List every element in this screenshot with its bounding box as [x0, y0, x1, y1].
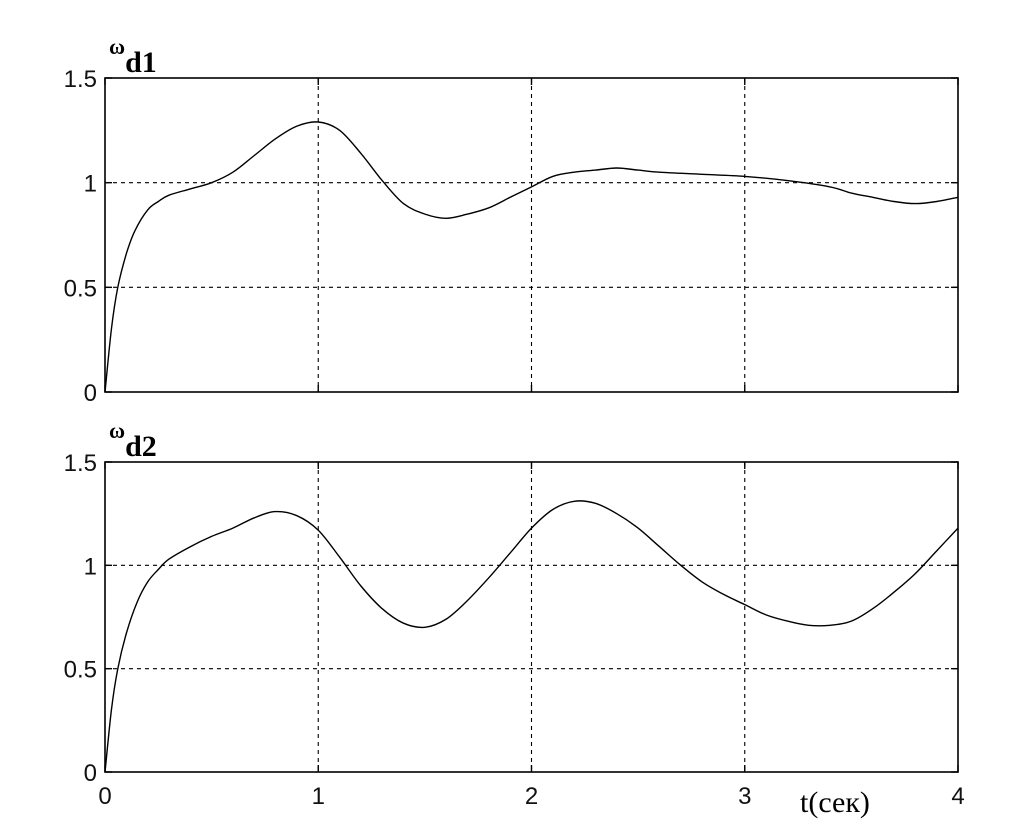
x-tick-label: 3	[738, 783, 751, 810]
series-line-1	[104, 121, 959, 393]
y-tick-label: 1	[84, 171, 97, 198]
y-axis-label-subscript: d2	[125, 430, 157, 463]
y-tick-label: 0	[84, 760, 97, 787]
y-axis-label: ωd1	[109, 34, 157, 79]
plot-frame	[104, 77, 959, 393]
y-tick-label: 1.5	[64, 66, 97, 93]
y-axis-label: ωd2	[109, 418, 157, 463]
plot-frame	[104, 461, 959, 773]
plot-panel-1: 0 0.5 1 1.5 ωd1	[64, 34, 959, 407]
series-line-1	[104, 500, 959, 773]
y-tick-label: 0.5	[64, 275, 97, 302]
y-axis-label-symbol: ω	[109, 418, 125, 443]
x-tick-label: 4	[951, 783, 964, 810]
x-tick-label: 2	[525, 783, 538, 810]
y-tick-label: 0.5	[64, 657, 97, 684]
y-tick-label: 0	[84, 380, 97, 407]
y-tick-label: 1.5	[64, 450, 97, 477]
x-tick-label: 0	[98, 783, 111, 810]
plot-panel-2: 0 0.5 1 1.5 0 1 2 3 4 ωd2 t(сек)	[64, 418, 965, 819]
y-tick-label: 1	[84, 553, 97, 580]
x-tick-label: 1	[312, 783, 325, 810]
x-axis-label: t(сек)	[800, 786, 870, 819]
y-axis-label-symbol: ω	[109, 34, 125, 59]
y-axis-label-subscript: d1	[125, 46, 157, 79]
